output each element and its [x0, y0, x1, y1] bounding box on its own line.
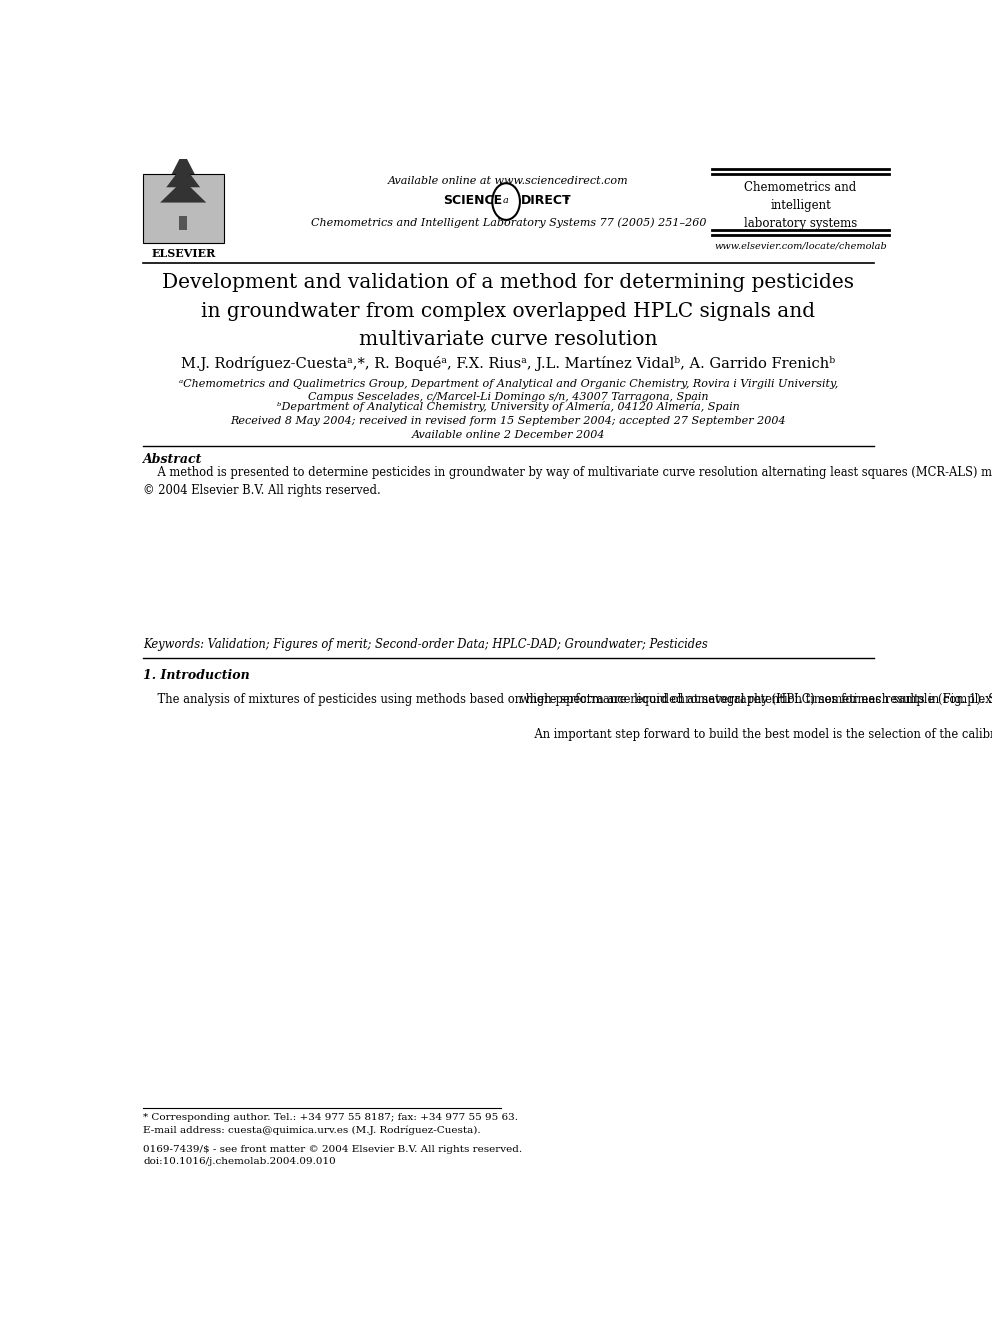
Text: A method is presented to determine pesticides in groundwater by way of multivari: A method is presented to determine pesti…	[143, 467, 992, 497]
Polygon shape	[172, 152, 194, 175]
Text: a: a	[503, 196, 509, 205]
FancyBboxPatch shape	[143, 175, 224, 243]
FancyBboxPatch shape	[180, 216, 187, 230]
Text: Development and validation of a method for determining pesticides
in groundwater: Development and validation of a method f…	[163, 273, 854, 349]
Text: ELSEVIER: ELSEVIER	[151, 249, 215, 259]
Text: * Corresponding author. Tel.: +34 977 55 8187; fax: +34 977 55 95 63.
E-mail add: * Corresponding author. Tel.: +34 977 55…	[143, 1113, 518, 1135]
Text: where spectra are recorded at several retention times for each sample (Fig. 1). : where spectra are recorded at several re…	[520, 692, 992, 741]
Text: Available online at www.sciencedirect.com: Available online at www.sciencedirect.co…	[388, 176, 629, 187]
Polygon shape	[167, 165, 200, 188]
Polygon shape	[160, 180, 206, 202]
Text: Chemometrics and Intelligent Laboratory Systems 77 (2005) 251–260: Chemometrics and Intelligent Laboratory …	[310, 218, 706, 229]
Text: www.elsevier.com/locate/chemolab: www.elsevier.com/locate/chemolab	[714, 241, 887, 250]
Text: •: •	[563, 194, 569, 205]
Text: ᵇDepartment of Analytical Chemistry, University of Almería, 04120 Almería, Spain: ᵇDepartment of Analytical Chemistry, Uni…	[277, 401, 740, 413]
Text: 1. Introduction: 1. Introduction	[143, 669, 250, 683]
Text: 0169-7439/$ - see front matter © 2004 Elsevier B.V. All rights reserved.
doi:10.: 0169-7439/$ - see front matter © 2004 El…	[143, 1144, 523, 1166]
Text: SCIENCE: SCIENCE	[443, 194, 502, 208]
Text: ᵃChemometrics and Qualimetrics Group, Department of Analytical and Organic Chemi: ᵃChemometrics and Qualimetrics Group, De…	[179, 378, 838, 402]
Text: M.J. Rodríguez-Cuestaᵃ,*, R. Boquéᵃ, F.X. Riusᵃ, J.L. Martínez Vidalᵇ, A. Garrid: M.J. Rodríguez-Cuestaᵃ,*, R. Boquéᵃ, F.X…	[182, 356, 835, 372]
Text: DIRECT: DIRECT	[521, 194, 571, 208]
Text: Keywords: Validation; Figures of merit; Second-order Data; HPLC-DAD; Groundwater: Keywords: Validation; Figures of merit; …	[143, 638, 708, 651]
Text: Received 8 May 2004; received in revised form 15 September 2004; accepted 27 Sep: Received 8 May 2004; received in revised…	[230, 417, 787, 439]
Text: Abstract: Abstract	[143, 454, 202, 466]
Text: Chemometrics and
intelligent
laboratory systems: Chemometrics and intelligent laboratory …	[744, 181, 857, 230]
Text: The analysis of mixtures of pesticides using methods based on high-performance l: The analysis of mixtures of pesticides u…	[143, 692, 992, 705]
